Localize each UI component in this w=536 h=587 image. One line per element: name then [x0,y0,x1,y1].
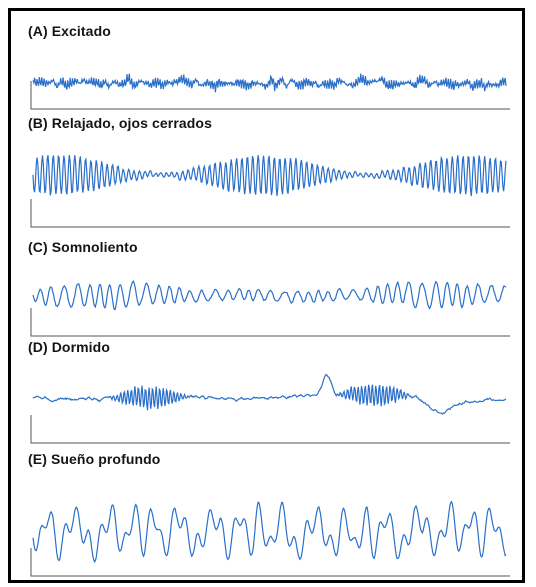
panel-excitado: (A) Excitado [11,23,522,113]
panel-label-sueno-profundo: (E) Sueño profundo [28,451,161,467]
eeg-baseline-relajado [30,199,510,228]
panel-label-excitado: (A) Excitado [28,23,111,39]
eeg-trace-sueno-profundo [32,500,507,564]
panel-label-relajado: (B) Relajado, ojos cerrados [28,115,212,131]
eeg-trace-dormido-plot [30,373,510,444]
panel-sueno-profundo: (E) Sueño profundo [11,451,522,581]
panel-relajado: (B) Relajado, ojos cerrados [11,115,522,230]
panel-somnoliento: (C) Somnoliento [11,239,522,339]
eeg-trace-dormido [32,373,507,415]
eeg-trace-somnoliento [32,280,507,311]
eeg-trace-excitado-plot [30,73,510,110]
eeg-baseline-excitado [30,81,510,110]
panel-label-somnoliento: (C) Somnoliento [28,239,138,255]
eeg-trace-relajado-plot [30,154,510,228]
panel-label-dormido: (D) Dormido [28,339,110,355]
eeg-trace-excitado [32,73,507,93]
eeg-baseline-somnoliento [30,308,510,337]
eeg-figure: (A) Excitado (B) Relajado, ojos cerrados… [8,8,525,583]
panel-dormido: (D) Dormido [11,339,522,449]
eeg-baseline-dormido [30,415,510,444]
eeg-baseline-sueno-profundo [30,548,510,577]
eeg-trace-somnoliento-plot [30,280,510,337]
eeg-trace-sueno-profundo-plot [30,500,510,577]
eeg-trace-relajado [32,154,507,197]
